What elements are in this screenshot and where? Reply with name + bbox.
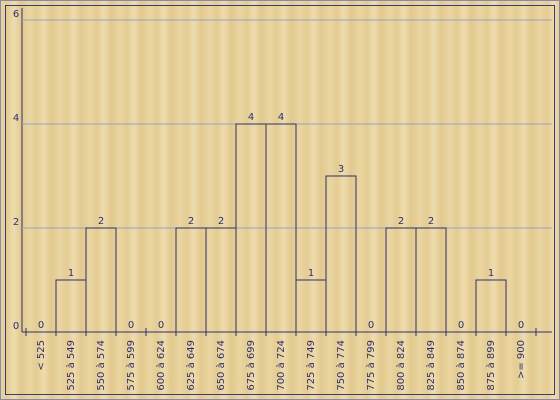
bar — [175, 227, 207, 333]
bar — [415, 227, 447, 333]
value-label: 2 — [188, 216, 194, 227]
x-tick-label: 775 à 799 — [365, 340, 377, 391]
bar — [385, 227, 417, 333]
value-label: 1 — [488, 268, 494, 279]
y-tick-label: 2 — [13, 217, 19, 228]
value-label: 0 — [158, 320, 164, 331]
y-tick-label: 6 — [13, 9, 19, 20]
x-tick-label: 675 à 699 — [245, 340, 257, 391]
x-tick-label: 600 à 624 — [155, 340, 167, 391]
bar — [475, 279, 507, 333]
x-tick-label: 725 à 749 — [305, 340, 317, 391]
value-label: 0 — [128, 320, 134, 331]
x-tick-label: 875 à 899 — [485, 340, 497, 391]
value-label: 0 — [518, 320, 524, 331]
inner-frame — [5, 5, 555, 395]
x-tick-label: 550 à 574 — [95, 340, 107, 391]
x-tick-label: 825 à 849 — [425, 340, 437, 391]
y-tick-label: 0 — [13, 321, 19, 332]
value-label: 2 — [218, 216, 224, 227]
value-label: 0 — [458, 320, 464, 331]
x-tick-label: < 525 — [36, 340, 47, 371]
bar — [325, 175, 357, 333]
value-label: 1 — [68, 268, 74, 279]
x-tick-label: 750 à 774 — [335, 340, 347, 391]
value-label: 1 — [308, 268, 314, 279]
bar — [295, 279, 327, 333]
value-label: 4 — [278, 112, 284, 123]
value-label: 4 — [248, 112, 254, 123]
y-tick-label: 4 — [13, 113, 19, 124]
x-tick-label: 525 à 549 — [65, 340, 77, 391]
value-label: 0 — [368, 320, 374, 331]
bar — [205, 227, 237, 333]
value-label: 0 — [38, 320, 44, 331]
value-label: 3 — [338, 164, 344, 175]
value-label: 2 — [98, 216, 104, 227]
bar — [85, 227, 117, 333]
x-tick-label: 850 à 874 — [455, 340, 467, 391]
x-tick-label: 625 à 649 — [185, 340, 197, 391]
x-tick-label: 650 à 674 — [215, 340, 227, 391]
value-label: 2 — [428, 216, 434, 227]
value-label: 2 — [398, 216, 404, 227]
x-tick-label: >= 900 — [516, 340, 527, 379]
x-tick-label: 800 à 824 — [395, 340, 407, 391]
x-tick-label: 575 à 599 — [125, 340, 137, 391]
x-tick-label: 700 à 724 — [275, 340, 287, 391]
bar — [55, 279, 87, 333]
